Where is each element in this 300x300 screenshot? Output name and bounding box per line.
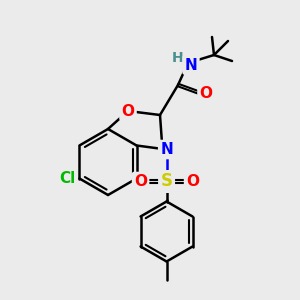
Text: O: O bbox=[186, 174, 199, 189]
Text: O: O bbox=[122, 103, 134, 118]
Text: O: O bbox=[200, 85, 212, 100]
Text: Cl: Cl bbox=[59, 171, 76, 186]
Text: N: N bbox=[160, 142, 173, 157]
Text: N: N bbox=[184, 58, 197, 73]
Text: O: O bbox=[134, 174, 147, 189]
Text: S: S bbox=[160, 172, 172, 190]
Text: H: H bbox=[172, 51, 184, 65]
